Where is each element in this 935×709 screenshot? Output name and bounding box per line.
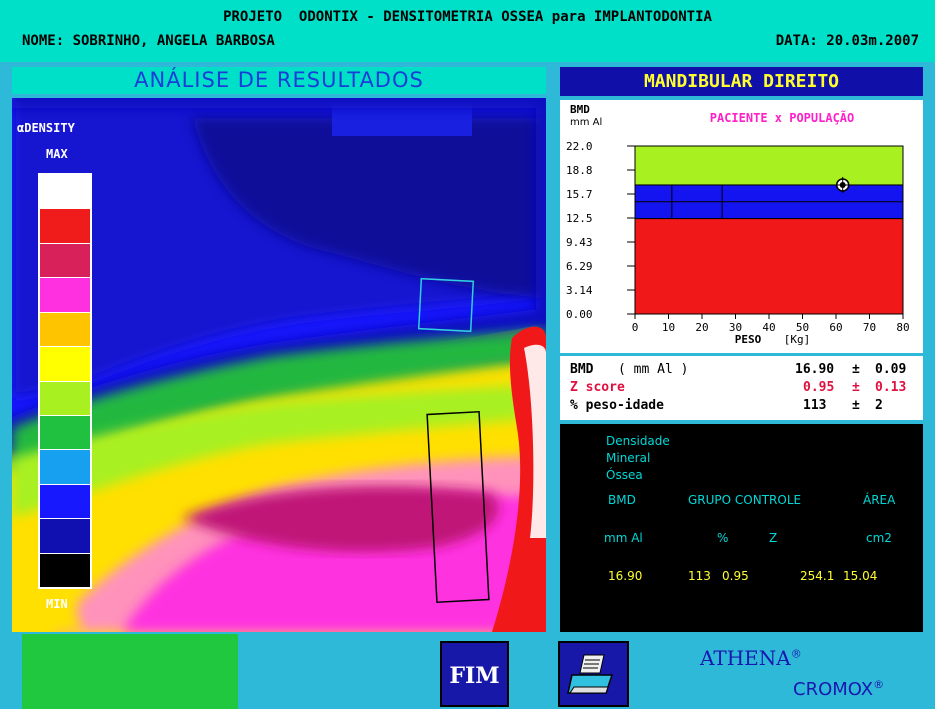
chart-x-tick-label: 10 xyxy=(662,321,675,334)
exam-date: DATA: 20.03m.2007 xyxy=(775,33,919,49)
bmd-unit: ( mm Al ) xyxy=(618,362,689,377)
chart-band xyxy=(634,218,904,315)
header-bar: PROJETO ODONTIX - DENSITOMETRIA OSSEA pa… xyxy=(0,0,935,62)
info-unit-area: cm2 xyxy=(866,531,892,545)
fim-button[interactable]: FIM xyxy=(440,641,509,707)
chart-x-tick-label: 30 xyxy=(729,321,742,334)
chart-y-tick-label: 0.00 xyxy=(566,308,593,321)
info-val-bmd: 16.90 xyxy=(608,569,643,583)
stats-row-z: Z score 0.95 ± 0.13 xyxy=(570,380,915,398)
chart-y-tick-label: 12.5 xyxy=(566,212,593,225)
scale-swatch xyxy=(40,381,90,416)
z-label: Z score xyxy=(570,380,625,395)
chart-y-tick-label: 3.14 xyxy=(566,284,593,297)
stats-panel: BMD ( mm Al ) 16.90 ± 0.09 Z score 0.95 … xyxy=(560,356,923,420)
peso-err: 2 xyxy=(875,398,883,413)
scale-swatch xyxy=(40,450,90,485)
scale-swatch xyxy=(40,312,90,348)
density-color-scale xyxy=(38,173,92,589)
info-unit-z: Z xyxy=(769,531,778,545)
scale-swatch xyxy=(40,243,90,279)
chart-x-tick-label: 0 xyxy=(632,321,639,334)
info-col-grupo: GRUPO CONTROLE xyxy=(688,493,802,507)
chart-x-tick-label: 20 xyxy=(695,321,708,334)
info-val-pct: 113 xyxy=(688,569,711,583)
analysis-title: ANÁLISE DE RESULTADOS xyxy=(12,67,546,94)
chart-y-header: BMD xyxy=(570,103,590,116)
bmd-label: BMD xyxy=(570,362,594,377)
patient-name: NOME: SOBRINHO, ANGELA BARBOSA xyxy=(22,33,275,49)
info-col-bmd: BMD xyxy=(608,493,636,507)
status-box xyxy=(22,634,238,709)
z-err: 0.13 xyxy=(875,380,907,395)
density-scale-min: MIN xyxy=(46,597,68,611)
peso-pm: ± xyxy=(852,398,860,413)
density-scale-max: MAX xyxy=(46,147,68,161)
scale-swatch xyxy=(40,209,90,244)
scale-swatch xyxy=(40,347,90,382)
peso-label: % peso-idade xyxy=(570,398,664,413)
bmd-err: 0.09 xyxy=(875,362,907,377)
info-val-z: 0.95 xyxy=(722,569,749,583)
info-line1: Densidade xyxy=(606,434,670,448)
info-line2: Mineral xyxy=(606,451,651,465)
info-line3: Óssea xyxy=(606,468,643,482)
chart-y-tick-label: 18.8 xyxy=(566,164,593,177)
brand-cromox: CROMOX® xyxy=(793,678,885,700)
bmd-chart-panel: BMD mm Al PACIENTE x POPULAÇÃO 0.00 3.14 6.29… xyxy=(560,100,923,353)
chart-y-tick-label: 15.7 xyxy=(566,188,593,201)
density-map-image xyxy=(12,98,546,632)
stats-row-peso: % peso-idade 113 ± 2 xyxy=(570,398,915,416)
chart-title: PACIENTE x POPULAÇÃO xyxy=(710,110,855,125)
chart-x-tick-label: 50 xyxy=(796,321,809,334)
scale-swatch xyxy=(40,175,90,210)
chart-x-tick-label: 60 xyxy=(829,321,842,334)
bmd-pm: ± xyxy=(852,362,860,377)
chart-y-tick-label: 9.43 xyxy=(566,236,593,249)
info-unit-bmd: mm Al xyxy=(604,531,643,545)
scale-swatch xyxy=(40,519,90,554)
chart-x-label: PESO xyxy=(735,333,762,346)
region-title: MANDIBULAR DIREITO xyxy=(560,67,923,96)
info-val-area: 254.1 xyxy=(800,569,835,583)
bmd-value: 16.90 xyxy=(795,362,835,377)
info-panel: Densidade Mineral Óssea BMD GRUPO CONTRO… xyxy=(560,424,923,632)
info-col-area: ÁREA xyxy=(863,493,896,507)
density-map xyxy=(12,98,546,632)
chart-y-tick-label: 22.0 xyxy=(566,140,593,153)
z-pm: ± xyxy=(852,380,860,395)
chart-x-unit: [Kg] xyxy=(784,333,811,346)
scale-swatch xyxy=(40,415,90,451)
chart-band xyxy=(634,145,904,186)
peso-value: 113 xyxy=(803,398,827,413)
brand-athena: ATHENA® xyxy=(700,646,802,670)
scale-swatch xyxy=(40,484,90,520)
scale-swatch xyxy=(40,278,90,313)
z-value: 0.95 xyxy=(803,380,835,395)
stats-row-bmd: BMD ( mm Al ) 16.90 ± 0.09 xyxy=(570,362,915,380)
chart-x-tick-label: 40 xyxy=(762,321,775,334)
info-unit-pct: % xyxy=(717,531,729,545)
scale-swatch xyxy=(40,553,90,588)
density-scale-label: αDENSITY xyxy=(17,121,75,135)
print-button[interactable] xyxy=(558,641,629,707)
chart-y-unit: mm Al xyxy=(570,117,602,128)
printer-icon xyxy=(567,654,614,694)
chart-x-tick-label: 80 xyxy=(896,321,909,334)
info-val-area2: 15.04 xyxy=(843,569,878,583)
chart-y-tick-label: 6.29 xyxy=(566,260,593,273)
project-title: PROJETO ODONTIX - DENSITOMETRIA OSSEA pa… xyxy=(223,9,712,25)
chart-x-tick-label: 70 xyxy=(863,321,876,334)
